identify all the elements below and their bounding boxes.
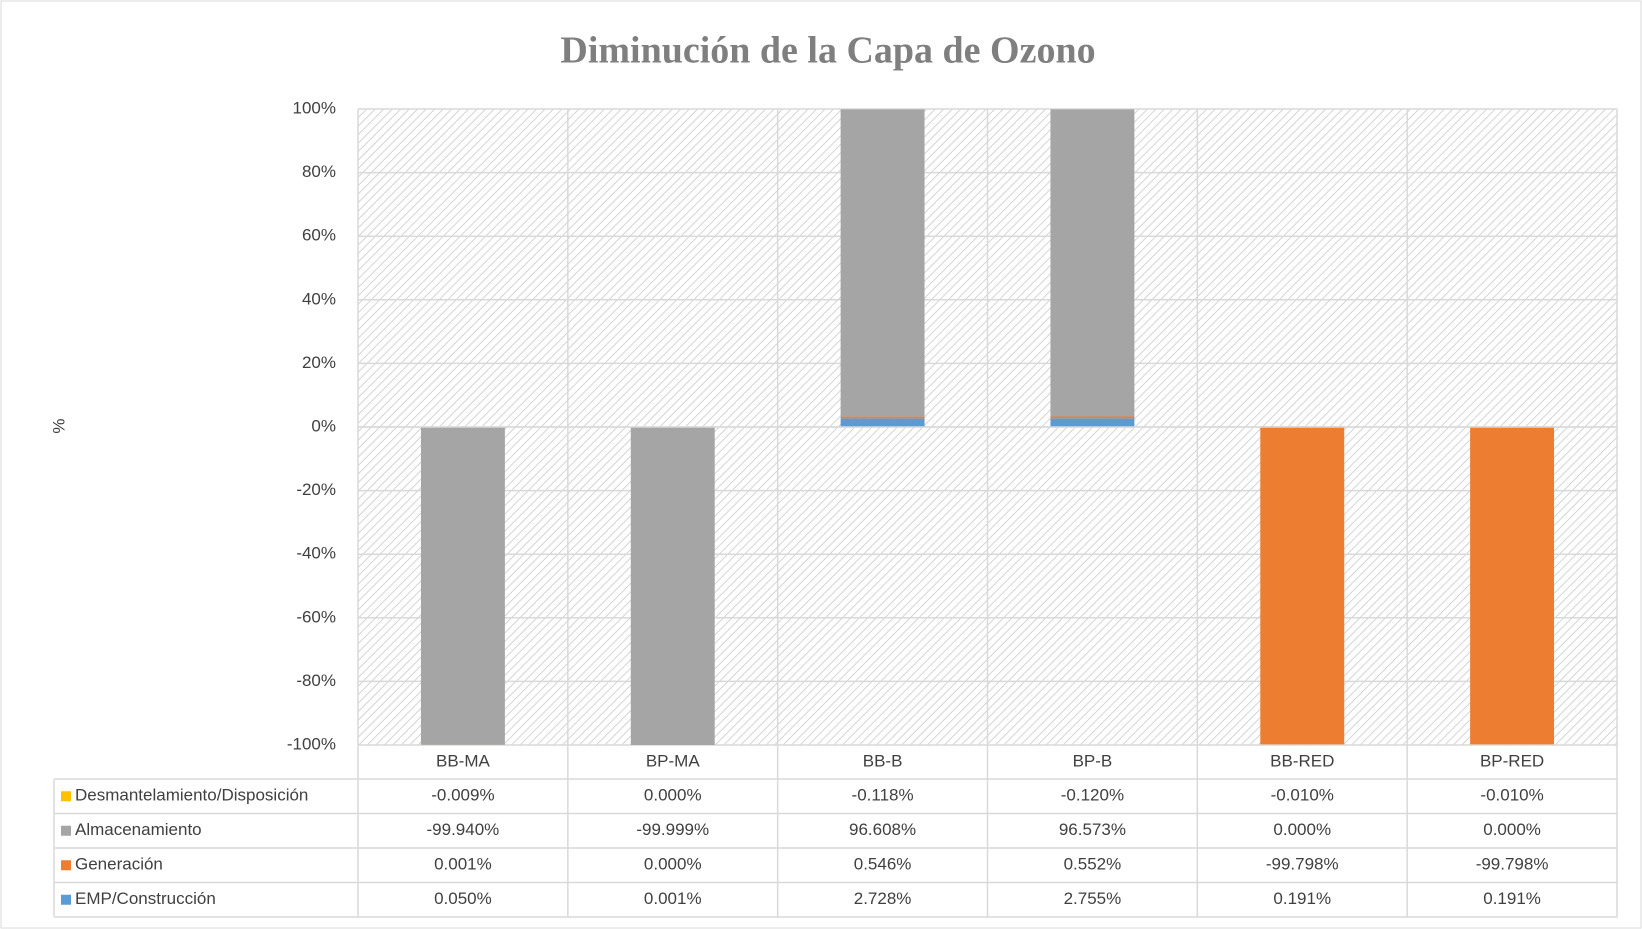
y-tick-label: 80% (302, 162, 336, 181)
table-cell: -99.940% (427, 820, 500, 839)
bar-segment (840, 418, 925, 427)
x-tick-label: BB-MA (436, 751, 491, 770)
x-tick-label: BP-MA (646, 751, 701, 770)
y-tick-label: -100% (287, 734, 336, 753)
table-cell: 0.000% (644, 855, 702, 874)
x-tick-label: BP-RED (1480, 751, 1544, 770)
y-tick-label: 40% (302, 289, 336, 308)
table-cell: -99.999% (636, 820, 709, 839)
x-tick-label: BP-B (1073, 751, 1113, 770)
y-axis-label: % (49, 418, 68, 433)
x-tick-label: BB-B (863, 751, 903, 770)
legend-label: Almacenamiento (75, 820, 202, 839)
bar-segment (630, 427, 715, 745)
bar-segment (840, 416, 925, 419)
legend-label: EMP/Construcción (75, 889, 216, 908)
table-cell: 0.191% (1483, 889, 1541, 908)
table-cell: 0.000% (1273, 820, 1331, 839)
x-tick-label: BB-RED (1270, 751, 1334, 770)
table-cell: -0.010% (1480, 786, 1543, 805)
table-cell: -0.010% (1271, 786, 1334, 805)
table-cell: -0.009% (431, 786, 494, 805)
table-cell: -99.798% (1266, 855, 1339, 874)
table-cell: 2.728% (854, 889, 912, 908)
table-cell: 0.191% (1273, 889, 1331, 908)
bar-segment (1050, 418, 1135, 427)
y-tick-label: -20% (296, 480, 336, 499)
bar-segment (840, 109, 925, 417)
table-cell: 96.608% (849, 820, 916, 839)
bar-segment (1260, 427, 1345, 745)
y-tick-label: 60% (302, 226, 336, 245)
table-cell: 0.001% (644, 889, 702, 908)
bar-segment (1470, 427, 1555, 745)
bar-segment (1050, 416, 1135, 419)
y-tick-label: -80% (296, 671, 336, 690)
legend-label: Desmantelamiento/Disposición (75, 786, 308, 805)
table-cell: 0.546% (854, 855, 912, 874)
legend-swatch (61, 894, 71, 905)
y-tick-label: 100% (293, 98, 336, 117)
y-tick-label: -40% (296, 544, 336, 563)
y-tick-label: -60% (296, 607, 336, 626)
table-cell: -99.798% (1476, 855, 1549, 874)
chart-title: Diminución de la Capa de Ozono (560, 30, 1095, 72)
table-cell: 0.050% (434, 889, 492, 908)
legend-swatch (61, 791, 71, 802)
y-tick-label: 20% (302, 353, 336, 372)
legend-label: Generación (75, 855, 163, 874)
table-cell: 2.755% (1064, 889, 1122, 908)
table-cell: -0.120% (1061, 786, 1124, 805)
legend-swatch (61, 860, 71, 871)
bar-segment (1050, 109, 1135, 417)
table-cell: 0.001% (434, 855, 492, 874)
table-cell: 96.573% (1059, 820, 1126, 839)
y-tick-label: 0% (311, 416, 336, 435)
table-cell: 0.000% (1483, 820, 1541, 839)
table-cell: 0.000% (644, 786, 702, 805)
bar-segment (420, 427, 505, 745)
table-cell: 0.552% (1064, 855, 1122, 874)
legend-swatch (61, 825, 71, 836)
table-cell: -0.118% (852, 786, 914, 805)
